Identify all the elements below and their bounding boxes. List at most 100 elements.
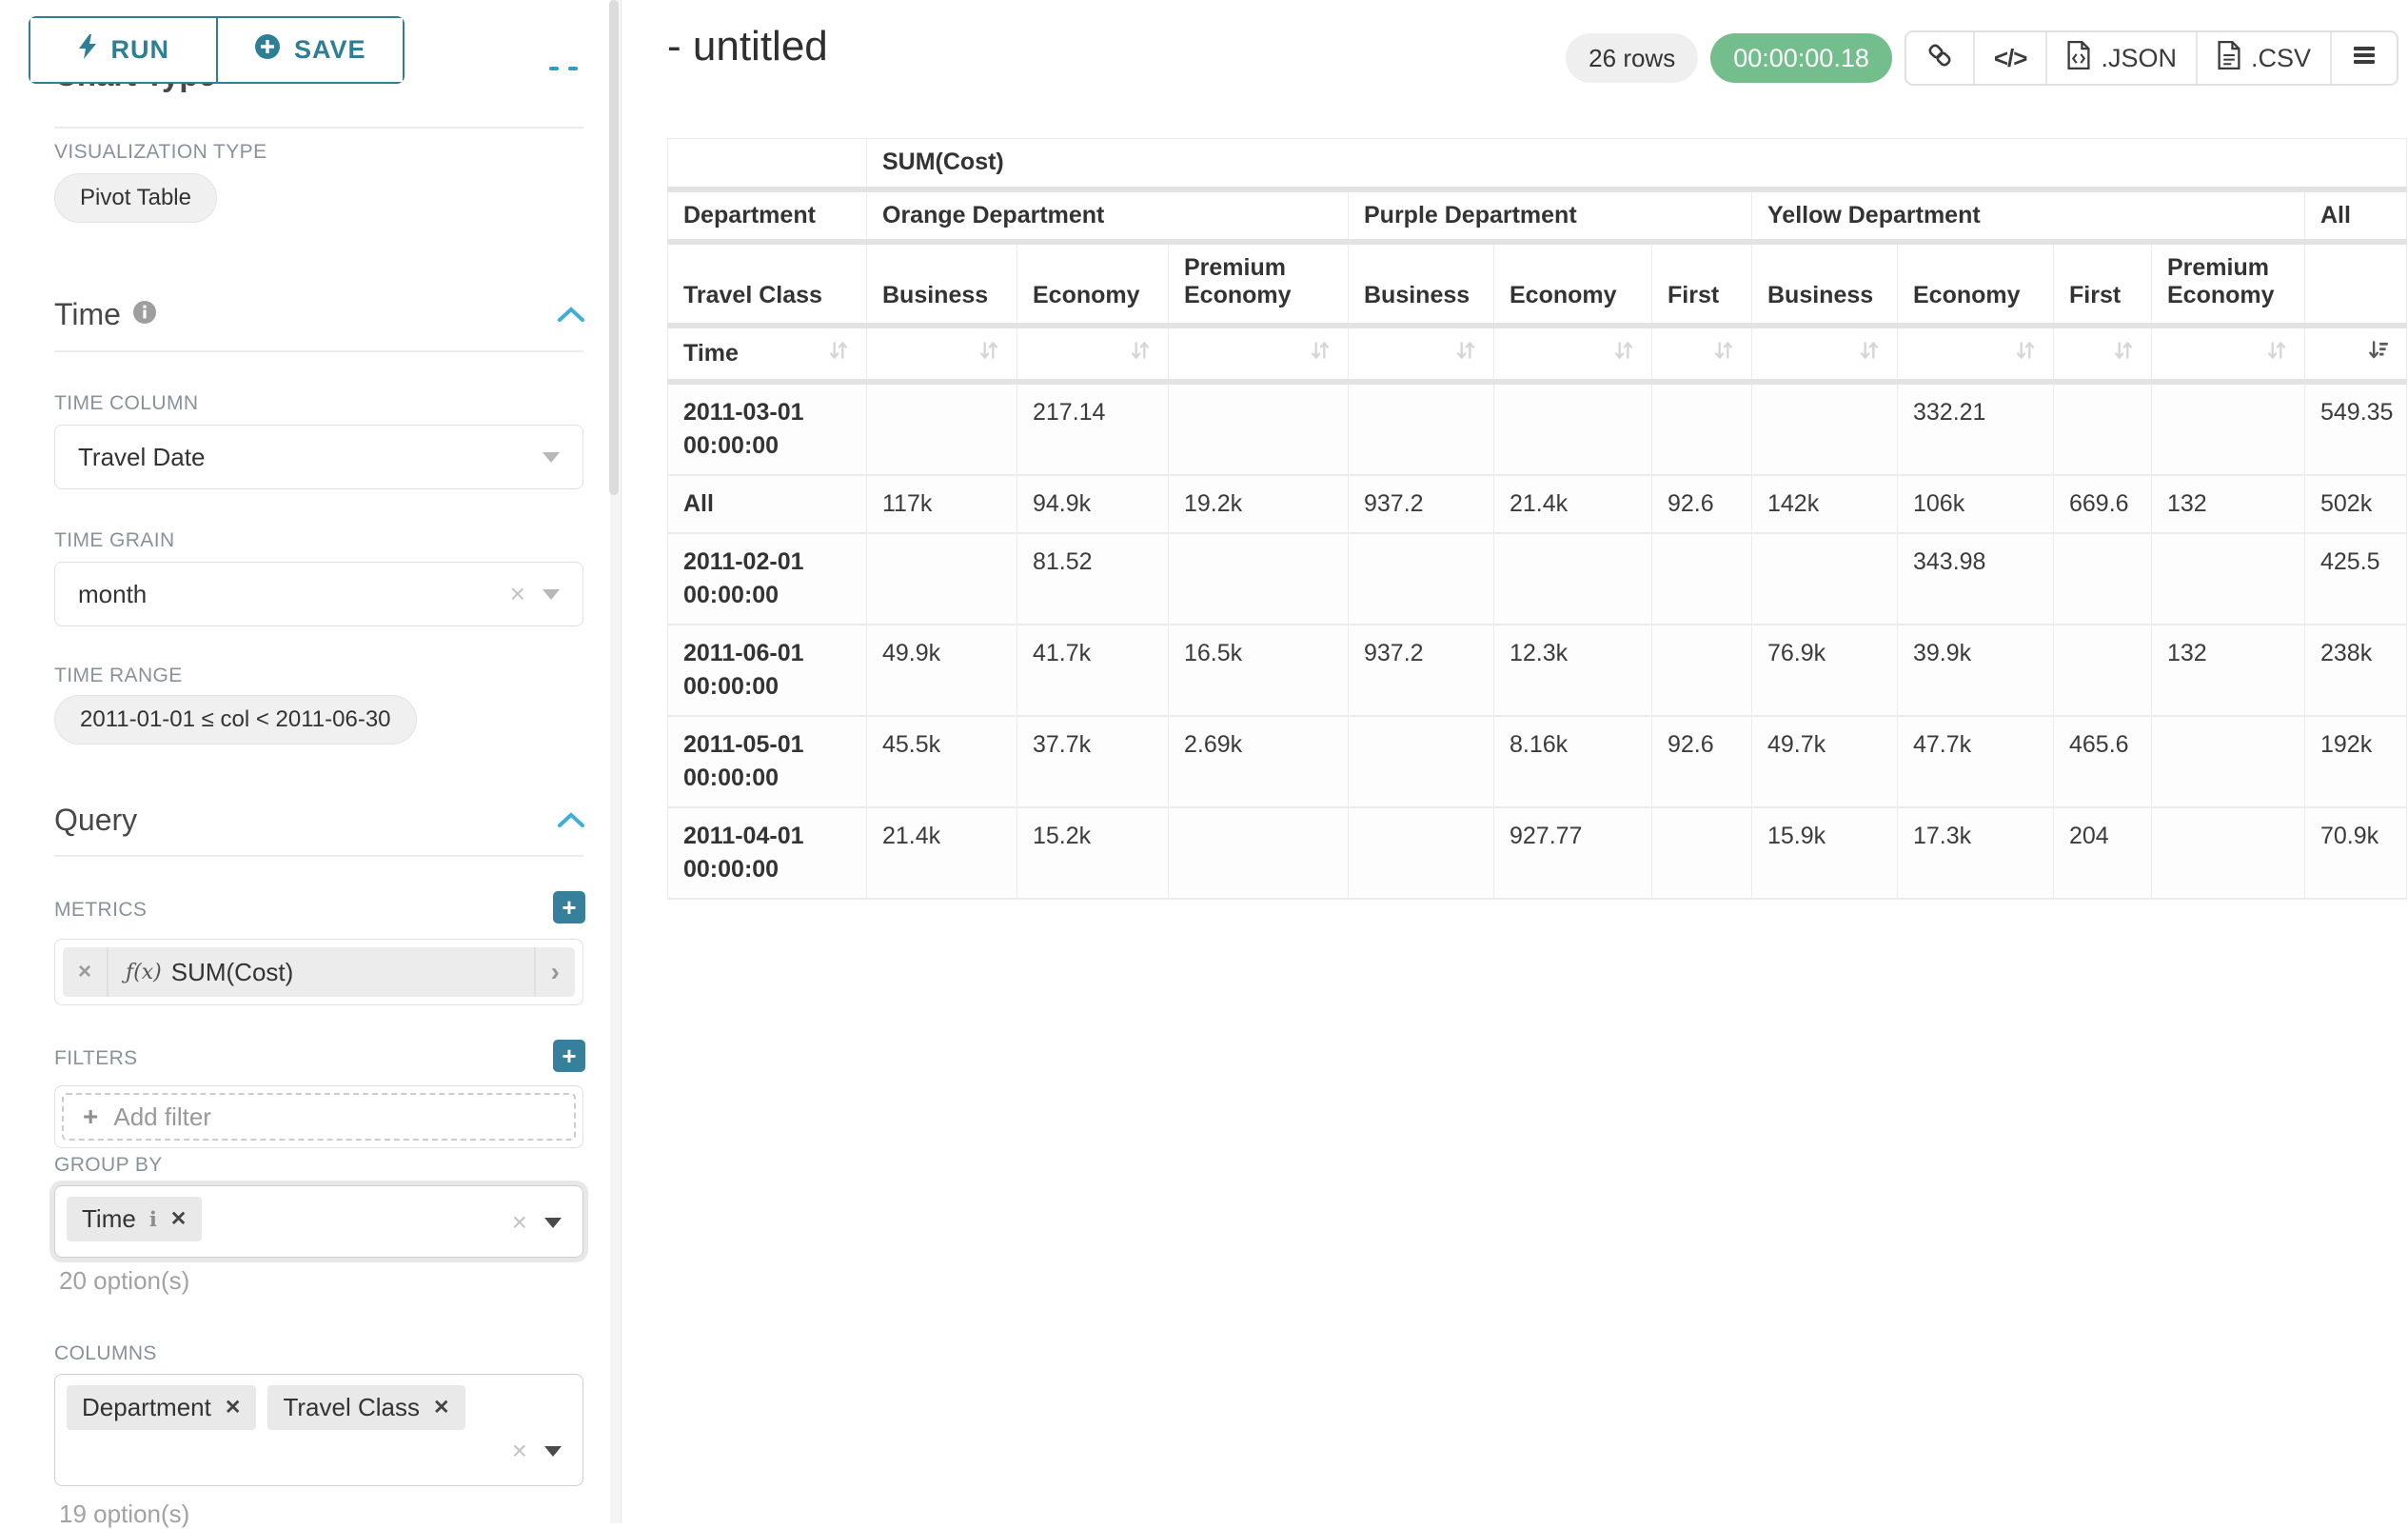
- sort-desc-active-icon[interactable]: [2366, 338, 2391, 369]
- sidebar-scrollbar[interactable]: [610, 0, 620, 1523]
- header-controls: 26 rows 00:00:00.18 </> .JSON .: [1566, 30, 2398, 86]
- pivot-row-key: 2011-05-01 00:00:00: [668, 716, 867, 807]
- pivot-cell: [2054, 625, 2152, 716]
- collapse-query-section-icon[interactable]: [557, 810, 585, 829]
- time-section-title: Time: [54, 297, 157, 332]
- columns-select[interactable]: Department ✕ Travel Class ✕ ×: [54, 1374, 583, 1486]
- sort-icon[interactable]: [1857, 338, 1882, 369]
- pivot-sort-col-header[interactable]: [2152, 326, 2305, 382]
- pivot-sort-col-header[interactable]: [867, 326, 1017, 382]
- visualization-type-pill[interactable]: Pivot Table: [54, 173, 217, 223]
- menu-button[interactable]: [2330, 32, 2397, 84]
- info-icon: i: [149, 1207, 157, 1231]
- pivot-corner-cell: [668, 139, 867, 189]
- time-range-label: TIME RANGE: [54, 665, 183, 687]
- sort-icon[interactable]: [1711, 338, 1736, 369]
- section-divider: [54, 350, 583, 352]
- clear-icon[interactable]: ×: [512, 1209, 527, 1236]
- time-column-label: TIME COLUMN: [54, 392, 198, 415]
- control-panel-sidebar: Chart Type RUN SAVE VISUALIZATION TYPE P…: [0, 0, 622, 1523]
- query-timer-badge: 00:00:00.18: [1710, 33, 1892, 83]
- pivot-row-key: All: [668, 475, 867, 533]
- pivot-metric-header: SUM(Cost): [867, 139, 2407, 189]
- pivot-col-header: First: [2054, 242, 2152, 326]
- pivot-cell: 204: [2054, 807, 2152, 899]
- time-grain-select[interactable]: month ×: [54, 562, 583, 626]
- group-by-chip-time[interactable]: Time i ✕: [67, 1197, 202, 1241]
- plus-circle-icon: [254, 33, 281, 67]
- columns-chip-travel-class[interactable]: Travel Class ✕: [267, 1385, 464, 1430]
- plus-icon: +: [83, 1102, 98, 1132]
- pivot-cell: 81.52: [1017, 533, 1169, 625]
- time-column-select[interactable]: Travel Date: [54, 425, 583, 489]
- pivot-row-key: 2011-02-01 00:00:00: [668, 533, 867, 625]
- pivot-sort-col-header[interactable]: [1652, 326, 1752, 382]
- view-query-button[interactable]: </>: [1973, 32, 2046, 84]
- pivot-cell: 937.2: [1349, 625, 1494, 716]
- remove-metric-icon[interactable]: ×: [63, 947, 109, 997]
- sort-icon[interactable]: [826, 338, 851, 369]
- pivot-sort-col-header[interactable]: [1017, 326, 1169, 382]
- add-filter-button[interactable]: +: [553, 1040, 585, 1072]
- remove-chip-icon[interactable]: ✕: [225, 1396, 242, 1420]
- pivot-sort-col-header[interactable]: [2054, 326, 2152, 382]
- pivot-cell: 502k: [2305, 475, 2407, 533]
- pivot-sort-col-header[interactable]: [1169, 326, 1349, 382]
- pivot-sort-col-header[interactable]: [1494, 326, 1652, 382]
- pivot-cell: 2.69k: [1169, 716, 1349, 807]
- save-button[interactable]: SAVE: [216, 18, 404, 82]
- group-by-select[interactable]: Time i ✕ ×: [54, 1185, 583, 1258]
- run-button[interactable]: RUN: [30, 18, 216, 82]
- sort-icon[interactable]: [1128, 338, 1153, 369]
- pivot-sort-col-header[interactable]: [1349, 326, 1494, 382]
- chart-title[interactable]: - untitled: [667, 23, 828, 70]
- expand-metric-icon[interactable]: ›: [534, 947, 575, 997]
- export-json-button[interactable]: .JSON: [2045, 32, 2196, 84]
- pivot-sort-time-header[interactable]: Time: [668, 326, 867, 382]
- remove-chip-icon[interactable]: ✕: [433, 1396, 450, 1420]
- metric-chip[interactable]: × ƒ(x) SUM(Cost) ›: [63, 947, 575, 997]
- pivot-sort-col-header[interactable]: [1898, 326, 2054, 382]
- remove-chip-icon[interactable]: ✕: [170, 1207, 188, 1231]
- sort-icon[interactable]: [977, 338, 1001, 369]
- columns-chip-department[interactable]: Department ✕: [67, 1385, 256, 1430]
- pivot-cell: [1652, 807, 1752, 899]
- lightning-icon: [77, 33, 98, 67]
- pivot-row-key: 2011-03-01 00:00:00: [668, 382, 867, 475]
- function-icon: ƒ(x): [126, 961, 162, 984]
- sort-icon[interactable]: [1453, 338, 1478, 369]
- chart-area: - untitled 26 rows 00:00:00.18 </> .JSON: [622, 0, 2408, 1523]
- pivot-col-header: [2305, 242, 2407, 326]
- add-filter-dropzone[interactable]: + Add filter: [62, 1093, 576, 1141]
- pivot-cell: 549.35: [2305, 382, 2407, 475]
- file-code-icon: [2066, 41, 2091, 76]
- time-range-pill[interactable]: 2011-01-01 ≤ col < 2011-06-30: [54, 695, 417, 745]
- sort-icon[interactable]: [1308, 338, 1332, 369]
- pivot-cell: 16.5k: [1169, 625, 1349, 716]
- pivot-cell: 927.77: [1494, 807, 1652, 899]
- pivot-col-group-header: All: [2305, 189, 2407, 242]
- pivot-cell: 12.3k: [1494, 625, 1652, 716]
- export-csv-button[interactable]: .CSV: [2196, 32, 2330, 84]
- pivot-sort-col-header[interactable]: [1752, 326, 1898, 382]
- pivot-cell: [1752, 382, 1898, 475]
- share-link-button[interactable]: [1906, 32, 1973, 84]
- pivot-cell: [1349, 533, 1494, 625]
- clear-icon[interactable]: ×: [510, 581, 525, 607]
- clear-icon[interactable]: ×: [512, 1438, 527, 1464]
- collapse-time-section-icon[interactable]: [557, 305, 585, 324]
- sort-icon[interactable]: [2264, 338, 2289, 369]
- time-grain-label: TIME GRAIN: [54, 529, 175, 552]
- sort-icon[interactable]: [2013, 338, 2038, 369]
- pivot-cell: 465.6: [2054, 716, 2152, 807]
- pivot-cell: [1349, 807, 1494, 899]
- add-metric-button[interactable]: +: [553, 891, 585, 923]
- sort-icon[interactable]: [1611, 338, 1636, 369]
- sort-icon[interactable]: [2111, 338, 2136, 369]
- pivot-cell: 39.9k: [1898, 625, 2054, 716]
- pivot-sort-col-header[interactable]: [2305, 326, 2407, 382]
- hamburger-menu-icon: [2351, 44, 2378, 73]
